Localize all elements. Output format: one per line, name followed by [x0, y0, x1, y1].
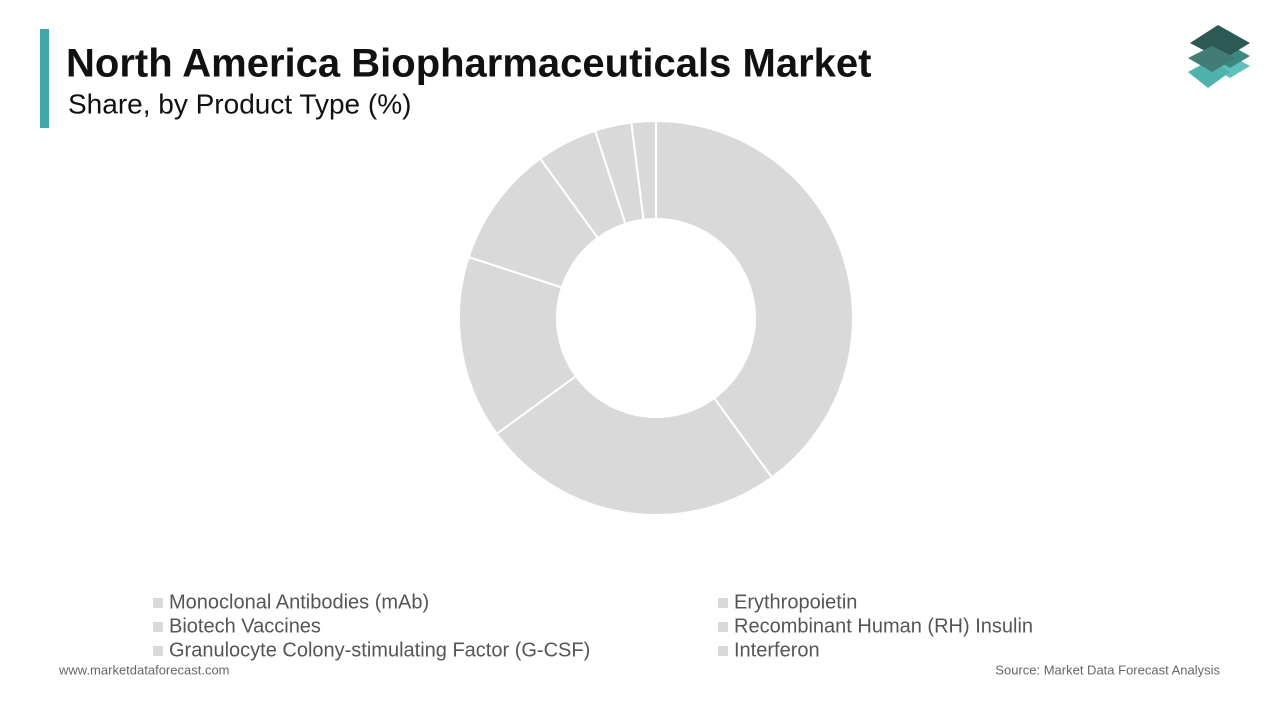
- legend-label: Granulocyte Colony-stimulating Factor (G…: [169, 639, 590, 661]
- legend-label: Interferon: [734, 639, 820, 661]
- legend-label: Monoclonal Antibodies (mAb): [169, 591, 429, 613]
- legend-label: Biotech Vaccines: [169, 615, 321, 637]
- donut-slice: [630, 119, 657, 221]
- donut-slice: [655, 119, 854, 479]
- source: Source: Market Data Forecast Analysis: [995, 662, 1220, 677]
- logo: [1188, 25, 1250, 88]
- legend-swatch: [718, 622, 728, 632]
- legend-swatch: [153, 598, 163, 608]
- website: www.marketdataforecast.com: [58, 662, 230, 677]
- donut-slice: [495, 374, 774, 516]
- legend-swatch: [718, 646, 728, 656]
- legend-swatch: [153, 646, 163, 656]
- chart-subtitle: Share, by Product Type (%): [68, 88, 411, 119]
- legend-swatch: [153, 622, 163, 632]
- legend-label: Recombinant Human (RH) Insulin: [734, 615, 1033, 637]
- chart-title: North America Biopharmaceuticals Market: [66, 42, 871, 86]
- legend-label: Erythropoietin: [734, 591, 857, 613]
- title-accent: [40, 29, 49, 128]
- legend-swatch: [718, 598, 728, 608]
